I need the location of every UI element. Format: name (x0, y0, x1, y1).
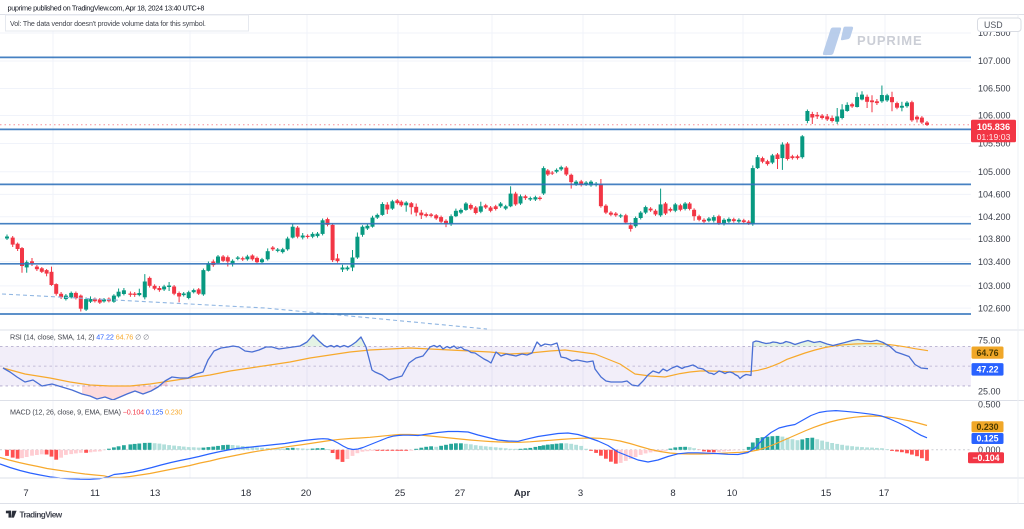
svg-text:0.125: 0.125 (976, 434, 998, 444)
svg-text:PUPRIME: PUPRIME (857, 33, 923, 48)
svg-text:7: 7 (23, 488, 28, 499)
svg-text:27: 27 (455, 488, 466, 499)
svg-text:106.500: 106.500 (978, 84, 1011, 94)
svg-text:puprime published on TradingVi: puprime published on TradingView.com, Ap… (8, 4, 205, 13)
svg-text:0.230: 0.230 (976, 422, 998, 432)
svg-text:TradingView: TradingView (20, 510, 63, 519)
svg-text:13: 13 (150, 488, 161, 499)
svg-text:10: 10 (727, 488, 738, 499)
svg-text:11: 11 (90, 488, 100, 499)
svg-text:107.000: 107.000 (978, 56, 1011, 66)
svg-text:RSI (14, close, SMA, 14, 2) 47: RSI (14, close, SMA, 14, 2) 47.22 64.76 … (10, 332, 149, 341)
svg-text:104.600: 104.600 (978, 190, 1011, 200)
svg-text:25.00: 25.00 (978, 387, 1001, 397)
svg-text:20: 20 (301, 488, 312, 499)
svg-text:MACD (12, 26, close, 9, EMA, E: MACD (12, 26, close, 9, EMA, EMA) −0.104… (10, 407, 182, 416)
svg-text:103.000: 103.000 (978, 281, 1011, 291)
svg-text:−0.104: −0.104 (972, 453, 999, 463)
svg-text:3: 3 (578, 488, 583, 499)
svg-text:105.836: 105.836 (977, 122, 1010, 132)
svg-text:102.600: 102.600 (978, 303, 1011, 313)
svg-text:104.200: 104.200 (978, 212, 1011, 222)
svg-text:25: 25 (395, 488, 406, 499)
svg-text:105.000: 105.000 (978, 167, 1011, 177)
svg-text:103.400: 103.400 (978, 257, 1011, 267)
svg-text:Apr: Apr (514, 488, 531, 499)
svg-text:Vol: The data vendor doesn't p: Vol: The data vendor doesn't provide vol… (10, 20, 206, 28)
svg-text:USD: USD (984, 20, 1003, 30)
svg-text:01:19:03: 01:19:03 (977, 132, 1011, 142)
svg-text:106.000: 106.000 (978, 111, 1011, 121)
svg-text:47.22: 47.22 (976, 365, 998, 375)
svg-text:103.800: 103.800 (978, 234, 1011, 244)
svg-text:15: 15 (821, 488, 832, 499)
svg-text:0.500: 0.500 (978, 399, 1001, 409)
svg-text:17: 17 (879, 488, 890, 499)
svg-text:18: 18 (241, 488, 252, 499)
svg-text:8: 8 (670, 488, 675, 499)
svg-text:64.76: 64.76 (976, 348, 998, 358)
svg-text:75.00: 75.00 (978, 335, 1001, 345)
